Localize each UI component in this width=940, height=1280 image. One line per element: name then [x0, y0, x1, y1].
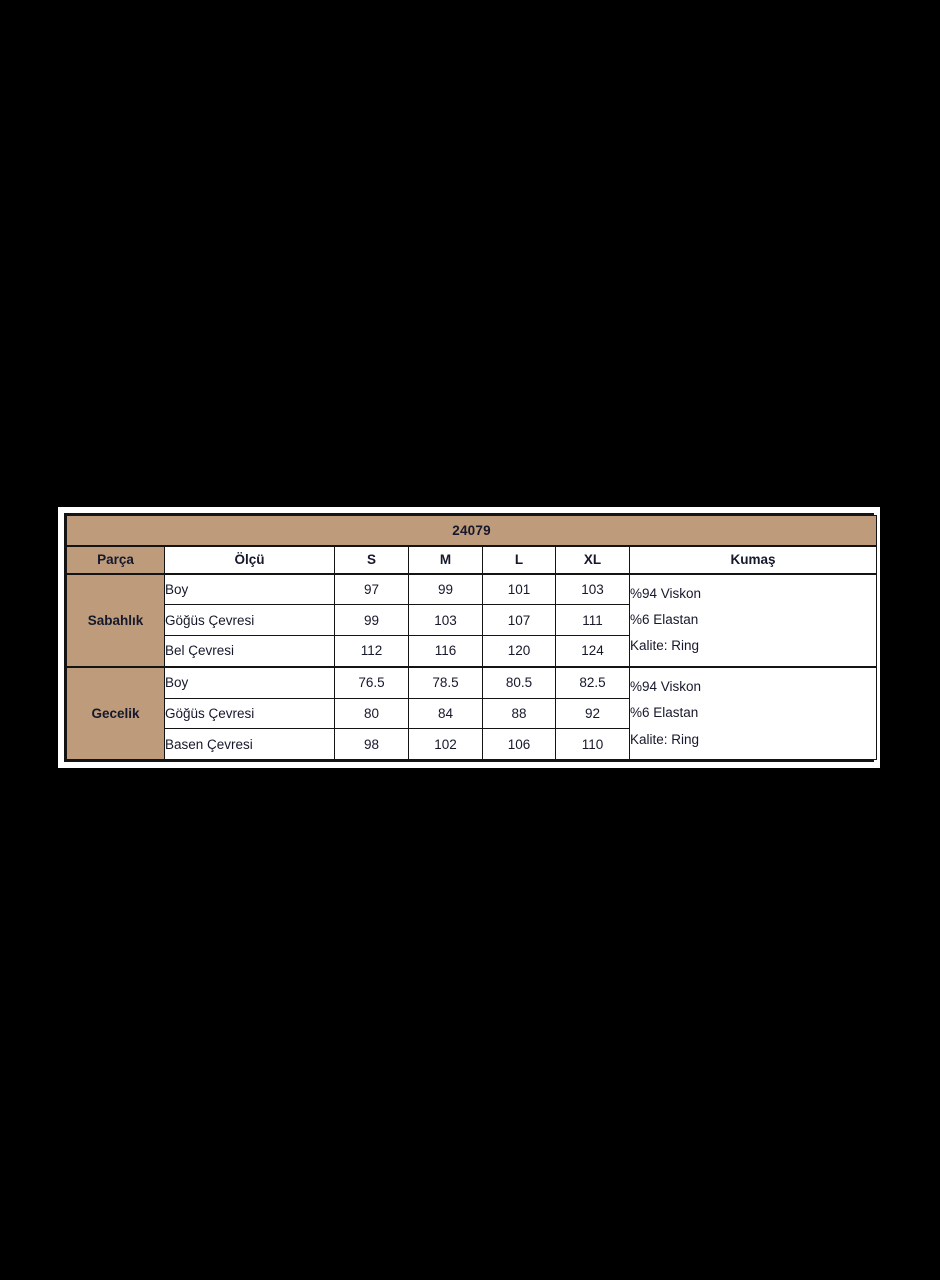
value-s: 98 [334, 728, 409, 760]
value-l: 120 [482, 634, 556, 668]
value-xl: 103 [555, 572, 630, 606]
fabric-line: %6 Elastan [630, 611, 699, 627]
value-s: 99 [334, 604, 409, 636]
column-header-part: Parça [66, 545, 165, 575]
product-code-title: 24079 [65, 515, 878, 547]
value-l: 80.5 [482, 665, 556, 699]
fabric-line: Kalite: Ring [630, 638, 700, 654]
size-chart-frame: 24079 Parça Ölçü S M L XL Kumaş Sabahlık… [58, 507, 880, 768]
value-l: 107 [482, 604, 556, 636]
value-m: 99 [408, 572, 483, 606]
table-row: Gecelik Boy 76.5 78.5 80.5 82.5 %94 Visk… [66, 665, 878, 760]
value-xl: 82.5 [555, 665, 630, 699]
table-row: Göğüs Çevresi 80 84 88 92 [67, 697, 877, 730]
section-label-1: Gecelik [66, 665, 165, 760]
column-header-row: Parça Ölçü S M L XL Kumaş [66, 545, 878, 575]
column-header-fabric: Kumaş [628, 545, 878, 575]
column-header-s: S [334, 545, 409, 575]
fabric-line: Kalite: Ring [630, 731, 700, 747]
column-header-l: L [482, 545, 556, 575]
value-l: 106 [482, 728, 556, 760]
value-m: 84 [408, 697, 483, 730]
table-row: Basen Çevresi 98 102 106 110 [67, 728, 877, 760]
value-s: 97 [334, 572, 409, 606]
value-xl: 92 [555, 697, 630, 730]
value-xl: 110 [555, 728, 630, 760]
value-m: 103 [408, 604, 483, 636]
size-chart-body: Sabahlık Boy 97 99 101 103 %94 Viskon %6… [66, 572, 878, 760]
column-header-m: M [408, 545, 483, 575]
fabric-composition-0: %94 Viskon %6 Elastan Kalite: Ring [628, 572, 878, 668]
section-label-0: Sabahlık [66, 572, 165, 668]
measure-label: Göğüs Çevresi [164, 697, 335, 730]
fabric-line: %6 Elastan [630, 705, 699, 721]
table-row: Bel Çevresi 112 116 120 124 [67, 634, 877, 668]
size-chart-header: 24079 Parça Ölçü S M L XL Kumaş [65, 515, 878, 575]
size-chart-table: 24079 Parça Ölçü S M L XL Kumaş Sabahlık… [65, 515, 878, 760]
measure-label: Göğüs Çevresi [164, 604, 335, 636]
value-l: 88 [482, 697, 556, 730]
measure-label: Basen Çevresi [164, 728, 335, 760]
measure-label: Boy [164, 572, 335, 606]
fabric-line: %94 Viskon [630, 585, 702, 601]
value-m: 102 [408, 728, 483, 760]
measure-label: Bel Çevresi [164, 634, 335, 668]
table-row: Göğüs Çevresi 99 103 107 111 [67, 604, 877, 636]
value-xl: 124 [555, 634, 630, 668]
value-xl: 111 [555, 604, 630, 636]
value-s: 76.5 [334, 665, 409, 699]
size-chart-table-container: 24079 Parça Ölçü S M L XL Kumaş Sabahlık… [64, 513, 878, 762]
column-header-xl: XL [555, 545, 630, 575]
title-row: 24079 [65, 515, 878, 547]
value-m: 116 [408, 634, 483, 668]
column-header-measure: Ölçü [164, 545, 335, 575]
fabric-line: %94 Viskon [630, 678, 702, 694]
value-m: 78.5 [408, 665, 483, 699]
measure-label: Boy [164, 665, 335, 699]
fabric-composition-1: %94 Viskon %6 Elastan Kalite: Ring [628, 665, 878, 760]
value-s: 80 [334, 697, 409, 730]
value-l: 101 [482, 572, 556, 606]
table-row: Sabahlık Boy 97 99 101 103 %94 Viskon %6… [66, 572, 878, 668]
value-s: 112 [334, 634, 409, 668]
